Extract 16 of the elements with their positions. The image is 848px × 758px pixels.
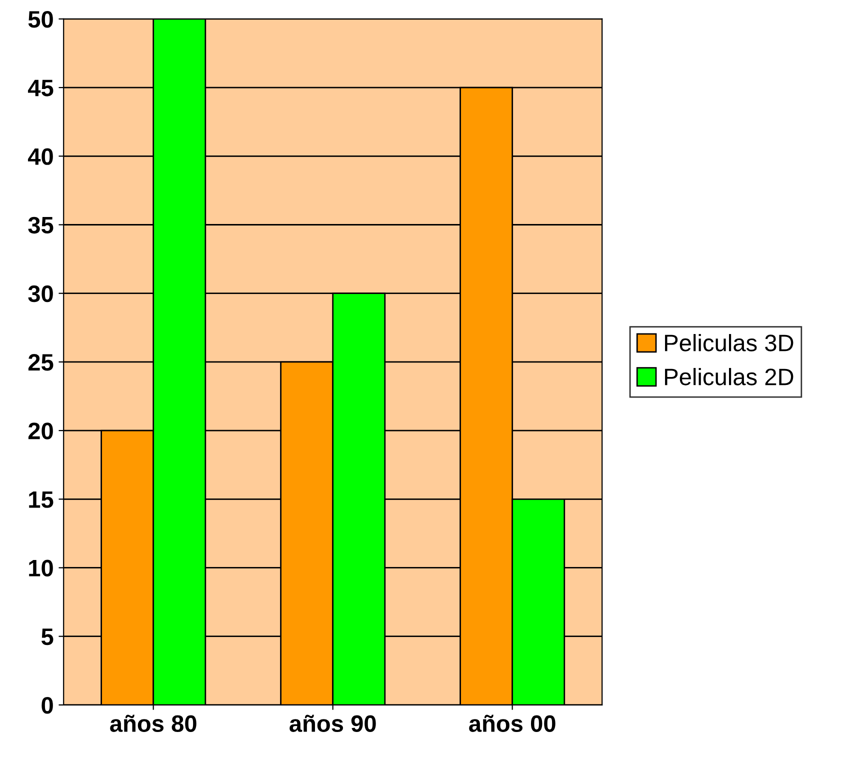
y-tick-label: 40 <box>28 148 53 165</box>
legend-label: Peliculas 2D <box>665 368 794 386</box>
legend-label: Peliculas 3D <box>665 334 794 352</box>
y-tick-label: 35 <box>28 216 54 234</box>
y-tick-label: 45 <box>28 80 54 96</box>
y-tick-label: 50 <box>28 11 53 28</box>
x-tick-label: años 00 <box>469 714 556 732</box>
x-tick-label: años 90 <box>290 714 376 732</box>
y-tick-label: 30 <box>28 285 53 302</box>
y-tick-label: 15 <box>29 491 54 508</box>
y-tick-label: 10 <box>29 560 53 577</box>
y-tick-label: 0 <box>42 697 53 714</box>
y-tick-label: 20 <box>28 422 53 440</box>
y-tick-label: 5 <box>41 628 54 646</box>
y-tick-label: 25 <box>28 354 54 371</box>
x-tick-label: años 80 <box>110 714 196 732</box>
